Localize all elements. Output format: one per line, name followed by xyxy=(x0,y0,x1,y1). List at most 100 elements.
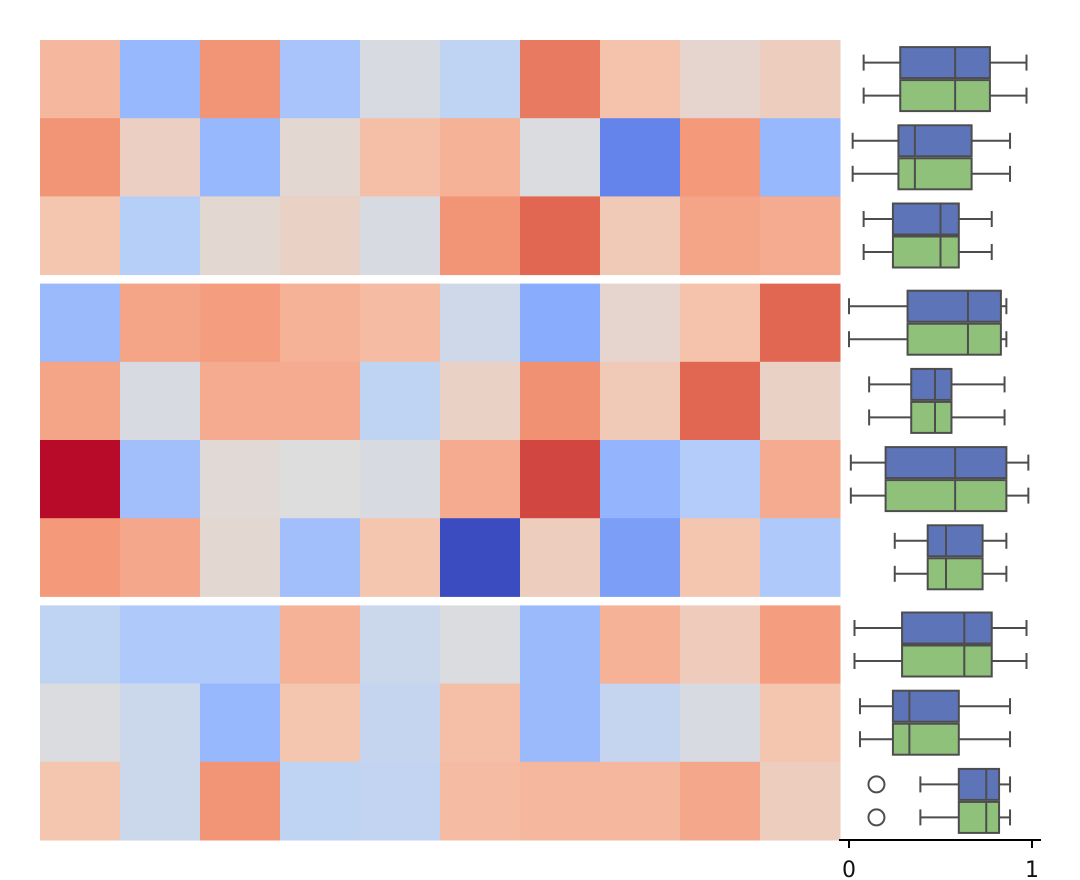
heatmap-cell xyxy=(760,440,841,519)
box-series-2 xyxy=(897,157,973,191)
heatmap-cell xyxy=(280,283,361,363)
boxplot-row xyxy=(853,611,1028,678)
heatmap-cell xyxy=(760,683,841,763)
heatmap-cell xyxy=(520,761,601,841)
heatmap-cell xyxy=(680,283,761,363)
heatmap-cell xyxy=(760,761,841,841)
heatmap-cell xyxy=(680,118,761,197)
heatmap-cell xyxy=(120,605,201,685)
heatmap-cell xyxy=(600,118,681,197)
heatmap-cell xyxy=(760,118,841,197)
heatmap-cell xyxy=(360,196,441,276)
box-series-2 xyxy=(926,557,984,591)
heatmap-cell xyxy=(520,40,601,119)
heatmap-cell xyxy=(40,761,121,841)
box-series-2 xyxy=(891,722,960,756)
heatmap-cell xyxy=(120,440,201,519)
heatmap-cell xyxy=(200,40,281,119)
heatmap-cell xyxy=(680,683,761,763)
heatmap-cell xyxy=(760,283,841,363)
heatmap-cell xyxy=(520,683,601,763)
heatmap-cell xyxy=(360,283,441,363)
heatmap-cell xyxy=(200,761,281,841)
heatmap-cell xyxy=(120,118,201,197)
x-tick-label: 1 xyxy=(1025,858,1039,880)
heatmap-cell xyxy=(200,361,281,441)
box-outlier xyxy=(867,808,886,827)
heatmap-cell xyxy=(120,196,201,276)
heatmap-cell xyxy=(600,361,681,441)
heatmap-cell xyxy=(120,761,201,841)
heatmap-cell xyxy=(40,118,121,197)
heatmap-cell xyxy=(680,605,761,685)
heatmap-cell xyxy=(440,683,521,763)
box-series-2 xyxy=(899,79,991,113)
heatmap-group xyxy=(40,283,841,597)
heatmap-cell xyxy=(440,283,521,363)
heatmap-cell xyxy=(280,440,361,519)
heatmap-cell xyxy=(440,196,521,276)
boxplot-row xyxy=(849,446,1030,513)
heatmap-cell xyxy=(440,118,521,197)
box-series-1 xyxy=(906,289,1002,323)
heatmap-cell xyxy=(280,196,361,276)
heatmap-cell xyxy=(680,196,761,276)
heatmap-cell xyxy=(520,361,601,441)
heatmap-cell xyxy=(120,518,201,597)
boxplot-row xyxy=(851,124,1012,191)
heatmap-cell xyxy=(440,518,521,597)
heatmap-cell xyxy=(120,683,201,763)
heatmap-cell xyxy=(600,518,681,597)
heatmap-cell xyxy=(760,361,841,441)
heatmap-cell xyxy=(360,118,441,197)
heatmap-cell xyxy=(600,605,681,685)
heatmap-cell xyxy=(680,761,761,841)
heatmap-cell xyxy=(360,605,441,685)
box-series-1 xyxy=(884,446,1008,480)
box-series-1 xyxy=(891,202,960,236)
heatmap-cell xyxy=(360,40,441,119)
boxplot-row xyxy=(862,202,993,269)
x-tick-label: 0 xyxy=(842,858,856,880)
heatmap-cell xyxy=(440,761,521,841)
heatmap-cell xyxy=(360,361,441,441)
box-series-1 xyxy=(891,689,960,723)
heatmap-cell xyxy=(40,40,121,119)
heatmap-cell xyxy=(440,440,521,519)
heatmap-cell xyxy=(200,196,281,276)
heatmap xyxy=(40,40,841,841)
box-series-2 xyxy=(901,644,993,678)
heatmap-cell xyxy=(280,518,361,597)
box-series-2 xyxy=(884,479,1008,513)
heatmap-cell xyxy=(760,605,841,685)
heatmap-cell xyxy=(600,683,681,763)
box-series-2 xyxy=(910,400,953,434)
heatmap-cell xyxy=(520,283,601,363)
heatmap-cell xyxy=(360,683,441,763)
heatmap-cell xyxy=(520,440,601,519)
heatmap-cell xyxy=(40,518,121,597)
heatmap-cell xyxy=(600,761,681,841)
heatmap-cell xyxy=(200,683,281,763)
box-series-1 xyxy=(899,46,991,80)
heatmap-cell xyxy=(200,605,281,685)
heatmap-cell xyxy=(40,440,121,519)
heatmap-cell xyxy=(280,605,361,685)
heatmap-cell xyxy=(120,283,201,363)
boxplot-row xyxy=(868,367,1006,434)
boxplot-row xyxy=(862,46,1028,113)
heatmap-cell xyxy=(280,118,361,197)
heatmap-cell xyxy=(520,118,601,197)
heatmap-cell xyxy=(360,761,441,841)
heatmap-cell xyxy=(200,118,281,197)
heatmap-cell xyxy=(600,283,681,363)
box-series-2 xyxy=(957,800,1001,834)
heatmap-cell xyxy=(120,40,201,119)
boxplot-row xyxy=(867,767,1012,834)
heatmap-cell xyxy=(440,40,521,119)
boxplot-row xyxy=(848,289,1008,356)
heatmap-cell xyxy=(200,518,281,597)
box-series-1 xyxy=(901,611,993,645)
box-series-1 xyxy=(957,767,1001,801)
